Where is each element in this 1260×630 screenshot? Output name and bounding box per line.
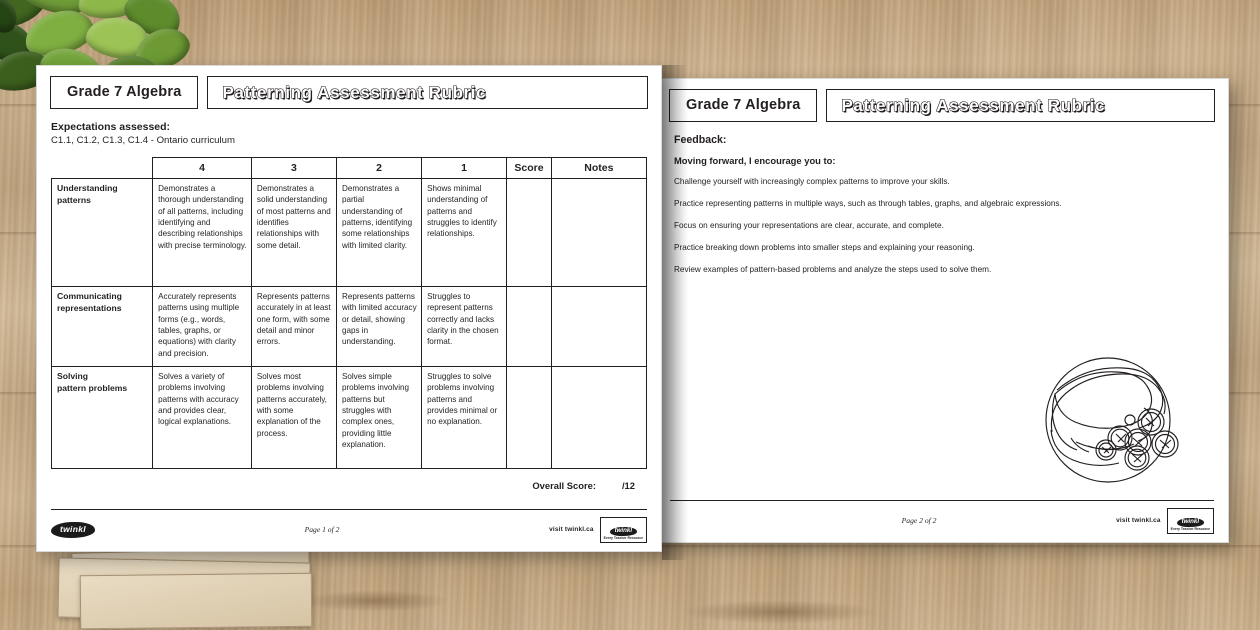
page2-title: Patterning Assessment Rubric [841, 95, 1106, 115]
score-field-communicating[interactable] [506, 286, 552, 368]
feedback-bullet: Challenge yourself with increasingly com… [674, 177, 950, 186]
expectations-label: Expectations assessed: [51, 121, 171, 133]
feedback-subheading: Moving forward, I encourage you to: [674, 155, 836, 166]
notes-field-solving[interactable] [550, 366, 648, 470]
cell-solving-4: Solves a variety of problems involving p… [152, 366, 252, 470]
feedback-heading: Feedback: [674, 134, 727, 146]
rubric-col-notes: Notes [550, 157, 648, 180]
page1-grade-label: Grade 7 Algebra [50, 76, 199, 109]
page2-header: Grade 7 Algebra Patterning Assessment Ru… [656, 79, 1228, 122]
expectations-value: C1.1, C1.2, C1.3, C1.4 - Ontario curricu… [51, 135, 235, 147]
cell-understanding-4: Demonstrates a thorough understanding of… [152, 178, 252, 288]
score-field-solving[interactable] [506, 366, 552, 470]
table-row: Solving pattern problems Solves a variety… [50, 366, 648, 470]
cell-communicating-4: Accurately represents patterns using mul… [152, 286, 252, 368]
rubric-col-score: Score [506, 157, 552, 180]
twinkl-badge-logo: twinkl [609, 526, 638, 537]
feedback-bullet: Focus on ensuring your representations a… [674, 221, 944, 231]
feedback-bullet: Practice breaking down problems into sma… [674, 243, 975, 253]
wood-knot [300, 590, 450, 612]
cell-understanding-1: Shows minimal understanding of patterns … [421, 178, 508, 288]
feedback-bullet: Practice representing patterns in multip… [674, 199, 1062, 209]
rubric-col-2: 2 [335, 157, 423, 180]
coin-purse-illustration [1045, 357, 1179, 483]
cell-solving-3: Solves most problems involving patterns … [250, 366, 337, 470]
expectations-block: Expectations assessed: C1.1, C1.2, C1.3,… [37, 109, 661, 152]
document-page-1[interactable]: Grade 7 Algebra Patterning Assessment Ru… [36, 65, 662, 552]
cell-communicating-1: Struggles to represent patterns correctl… [421, 286, 508, 368]
cell-understanding-2: Demonstrates a partial understanding of … [335, 178, 423, 288]
overall-score-row: Overall Score: /12 [37, 469, 661, 491]
page1-visit-url[interactable]: visit twinkl.ca [549, 526, 594, 534]
feedback-bullet: Review examples of pattern-based problem… [674, 265, 992, 275]
cell-communicating-3: Represents patterns accurately in at lea… [250, 286, 337, 368]
notes-field-understanding[interactable] [550, 178, 648, 288]
score-field-understanding[interactable] [506, 178, 552, 288]
twinkl-badge-tagline: Every Teacher Resource [1170, 527, 1210, 532]
page1-number: Page 1 of 2 [304, 525, 340, 535]
rubric-corner-cell [52, 158, 153, 179]
page1-footer: twinkl Page 1 of 2 visit twinkl.ca twink… [51, 508, 647, 543]
rubric-col-4: 4 [152, 157, 252, 180]
rubric-col-3: 3 [250, 157, 337, 180]
criterion-understanding-patterns: Understanding patterns [50, 178, 154, 288]
rubric-col-1: 1 [421, 157, 508, 180]
cell-understanding-3: Demonstrates a solid understanding of mo… [250, 178, 337, 288]
page2-title-box: Patterning Assessment Rubric [826, 89, 1215, 122]
cell-solving-2: Solves simple problems involving pattern… [335, 366, 423, 470]
twinkl-badge-logo: twinkl [1176, 517, 1205, 528]
paper-stack [57, 547, 348, 630]
twinkl-badge: twinkl Every Teacher Resource [1166, 507, 1214, 534]
notes-field-communicating[interactable] [550, 286, 648, 368]
page2-visit-url[interactable]: visit twinkl.ca [1116, 517, 1161, 525]
overall-score-value: /12 [621, 480, 635, 492]
page2-number: Page 2 of 2 [901, 516, 937, 526]
page1-title-box: Patterning Assessment Rubric [207, 76, 648, 109]
criterion-communicating-representations: Communicating representations [50, 286, 154, 368]
table-row: Understanding patterns Demonstrates a tho… [50, 178, 648, 288]
rubric-table: 4 3 2 1 Score Notes Understanding pattern… [50, 157, 648, 470]
rubric-table-wrap: 4 3 2 1 Score Notes Understanding pattern… [37, 152, 661, 470]
page2-body: Feedback: Moving forward, I encourage yo… [656, 122, 1228, 275]
twinkl-badge-tagline: Every Teacher Resource [603, 536, 643, 541]
criterion-solving-pattern-problems: Solving pattern problems [50, 366, 154, 470]
page1-title: Patterning Assessment Rubric [222, 82, 487, 102]
twinkl-logo[interactable]: twinkl [51, 522, 95, 538]
cell-solving-1: Struggles to solve problems involving pa… [421, 366, 508, 470]
table-row: Communicating representations Accurately … [50, 286, 648, 368]
cell-communicating-2: Represents patterns with limited accurac… [335, 286, 423, 368]
twinkl-badge: twinkl Every Teacher Resource [599, 516, 647, 543]
page2-footer: Page 2 of 2 visit twinkl.ca twinkl Every… [670, 499, 1214, 534]
document-page-2[interactable]: Grade 7 Algebra Patterning Assessment Ru… [655, 78, 1229, 543]
page2-grade-label: Grade 7 Algebra [669, 89, 818, 122]
wood-knot [680, 600, 880, 624]
page1-header: Grade 7 Algebra Patterning Assessment Ru… [37, 66, 661, 109]
overall-score-label: Overall Score: [532, 480, 596, 492]
rubric-header-row: 4 3 2 1 Score Notes [52, 157, 648, 180]
